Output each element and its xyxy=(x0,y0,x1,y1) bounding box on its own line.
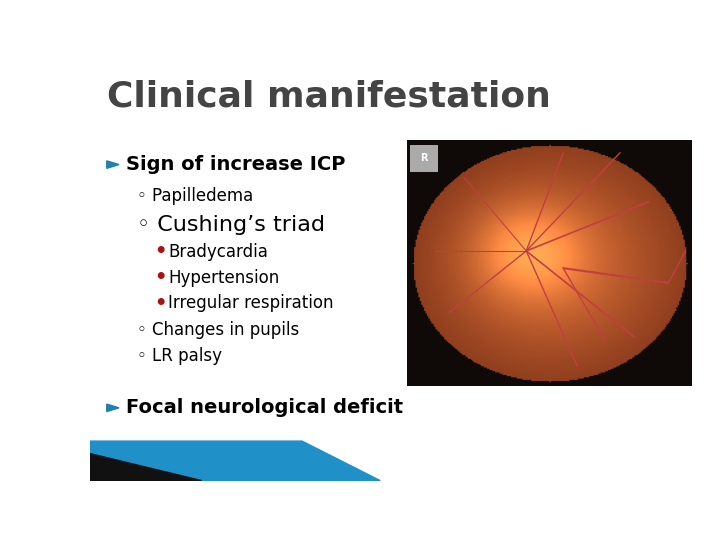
Text: ◦ LR palsy: ◦ LR palsy xyxy=(138,347,222,365)
Text: Clinical manifestation: Clinical manifestation xyxy=(107,79,551,113)
Text: Hypertension: Hypertension xyxy=(168,269,279,287)
Polygon shape xyxy=(90,441,380,481)
Text: Irregular respiration: Irregular respiration xyxy=(168,294,333,313)
FancyBboxPatch shape xyxy=(410,145,438,172)
Text: ◦ Changes in pupils: ◦ Changes in pupils xyxy=(138,321,300,339)
Text: •: • xyxy=(154,294,166,313)
Text: Focal neurological deficit: Focal neurological deficit xyxy=(126,399,402,417)
Text: Bradycardia: Bradycardia xyxy=(168,243,268,261)
Polygon shape xyxy=(107,161,119,168)
Polygon shape xyxy=(90,454,202,481)
Text: Sign of increase ICP: Sign of increase ICP xyxy=(126,155,345,174)
Text: R: R xyxy=(420,153,428,163)
Text: •: • xyxy=(154,268,166,287)
Text: ◦ Papilledema: ◦ Papilledema xyxy=(138,187,253,205)
Text: •: • xyxy=(154,242,166,261)
Text: ◦ Cushing’s triad: ◦ Cushing’s triad xyxy=(138,215,325,235)
Polygon shape xyxy=(107,404,119,411)
